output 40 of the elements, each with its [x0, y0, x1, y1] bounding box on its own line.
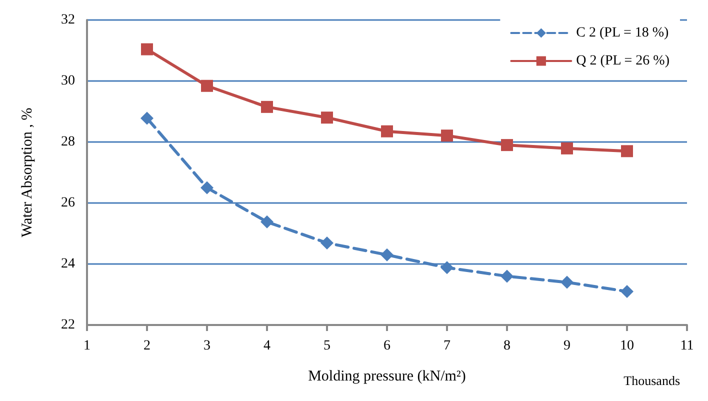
x-tick-label: 4: [264, 338, 270, 354]
x-tick-label: 3: [204, 338, 210, 354]
x-tick-label: 1: [84, 338, 90, 354]
point: [201, 80, 213, 92]
y-axis-title: Water Absorption , %: [20, 108, 36, 238]
x-tick-label: 8: [504, 338, 510, 354]
legend-label: Q 2 (PL = 26 %): [576, 54, 670, 68]
point: [141, 43, 153, 56]
point: [560, 276, 574, 289]
point: [320, 236, 334, 250]
point: [381, 125, 393, 138]
x-tick-label: 7: [444, 338, 450, 354]
point: [500, 270, 514, 283]
x-tick-label: 10: [620, 338, 634, 354]
point: [261, 100, 273, 113]
point: [501, 139, 513, 152]
x-axis-title: Molding pressure (kN/m²): [308, 368, 466, 384]
x-tick-label: 6: [384, 338, 390, 354]
x-tick-label: 11: [680, 338, 694, 354]
x-tick-label: 2: [144, 338, 150, 354]
point: [561, 142, 573, 154]
point: [621, 145, 633, 158]
point: [321, 112, 333, 124]
y-tick-label: 22: [61, 318, 75, 332]
y-tick-label: 26: [61, 196, 75, 210]
point: [380, 248, 394, 262]
point: [140, 112, 154, 125]
point: [200, 181, 214, 194]
y-tick-label: 32: [61, 12, 75, 28]
legend-label: C 2 (PL = 18 %): [576, 26, 670, 40]
text: Thousands: [624, 373, 680, 388]
x-tick-label: 5: [324, 338, 330, 354]
point: [620, 284, 634, 298]
point: [260, 215, 274, 228]
point: [441, 130, 453, 142]
x-tick-label: 9: [564, 338, 570, 354]
y-tick-label: 30: [61, 74, 75, 88]
y-tick-label: 24: [61, 256, 75, 272]
y-tick-label: 28: [61, 134, 75, 150]
point: [440, 261, 454, 274]
